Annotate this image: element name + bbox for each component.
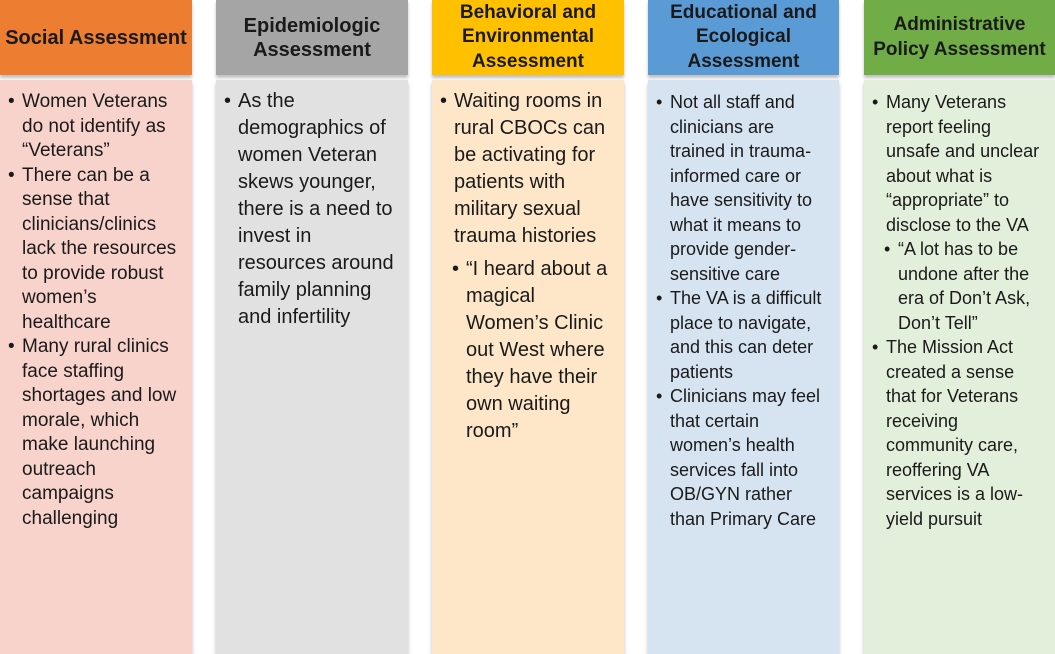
bullet-list: Waiting rooms in rural CBOCs can be acti…	[440, 88, 616, 445]
bullet-item: Clinicians may feel that certain women’s…	[656, 384, 831, 531]
quote-item: “A lot has to be undone after the era of…	[872, 237, 1047, 335]
educational-ecological-assessment-column: Educational and Ecological Assessment No…	[648, 0, 839, 654]
administrative-policy-assessment-column: Administrative Policy Assessment Many Ve…	[864, 0, 1055, 654]
column-header: Administrative Policy Assessment	[864, 0, 1055, 75]
bullet-item: Not all staff and clinicians are trained…	[656, 90, 831, 286]
bullet-list: Women Veterans do not identify as “Veter…	[8, 90, 184, 531]
column-body: Waiting rooms in rural CBOCs can be acti…	[432, 80, 624, 654]
column-body: As the demographics of women Veteran ske…	[216, 80, 408, 654]
bullet-item: The VA is a difficult place to navigate,…	[656, 286, 831, 384]
bullet-list: Many Veterans report feeling unsafe and …	[872, 90, 1047, 531]
behavioral-environmental-assessment-column: Behavioral and Environmental Assessment …	[432, 0, 624, 654]
column-header: Behavioral and Environmental Assessment	[432, 0, 624, 75]
column-body: Many Veterans report feeling unsafe and …	[864, 80, 1055, 654]
epidemiologic-assessment-column: Epidemiologic Assessment As the demograp…	[216, 0, 408, 654]
bullet-list: Not all staff and clinicians are trained…	[656, 90, 831, 531]
column-header: Social Assessment	[0, 0, 192, 75]
column-body: Not all staff and clinicians are trained…	[648, 80, 839, 654]
column-body: Women Veterans do not identify as “Veter…	[0, 80, 192, 654]
bullet-item: There can be a sense that clinicians/cli…	[8, 164, 184, 336]
bullet-item: Many Veterans report feeling unsafe and …	[872, 90, 1047, 237]
bullet-item: The Mission Act created a sense that for…	[872, 335, 1047, 531]
quote-item: “I heard about a magical Women’s Clinic …	[440, 256, 616, 445]
bullet-list: As the demographics of women Veteran ske…	[224, 88, 400, 331]
bullet-item: Many rural clinics face staffing shortag…	[8, 335, 184, 531]
social-assessment-column: Social Assessment Women Veterans do not …	[0, 0, 192, 654]
bullet-item: As the demographics of women Veteran ske…	[224, 88, 400, 331]
column-header: Epidemiologic Assessment	[216, 0, 408, 75]
column-header: Educational and Ecological Assessment	[648, 0, 839, 75]
bullet-item: Waiting rooms in rural CBOCs can be acti…	[440, 88, 616, 250]
bullet-item: Women Veterans do not identify as “Veter…	[8, 90, 184, 164]
